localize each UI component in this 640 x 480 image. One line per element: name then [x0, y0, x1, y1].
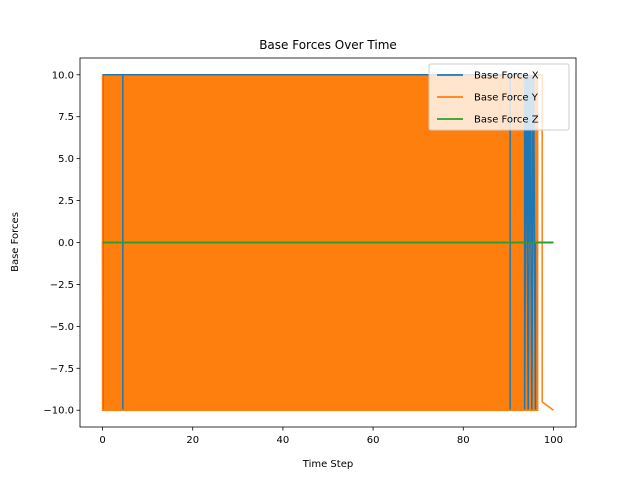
y-tick-label: 5.0 — [58, 154, 74, 165]
x-axis-ticks: 0 20 40 60 80 100 — [99, 427, 563, 446]
legend-label: Base Force Z — [474, 115, 539, 126]
y-tick-label: −7.5 — [50, 364, 74, 375]
legend-label: Base Force X — [474, 71, 539, 82]
chart-title: Base Forces Over Time — [259, 38, 397, 52]
x-axis-title: Time Step — [302, 459, 353, 470]
x-tick-label: 100 — [544, 435, 563, 446]
x-tick-label: 60 — [367, 435, 380, 446]
legend-box — [428, 63, 570, 131]
x-tick-label: 0 — [99, 435, 105, 446]
y-axis-title: Base Forces — [10, 212, 21, 272]
series-group — [101, 74, 554, 411]
series-base-force-x-bar-0 — [526, 74, 530, 243]
x-tick-label: 40 — [277, 435, 290, 446]
y-tick-label: 7.5 — [58, 112, 74, 123]
x-tick-label: 80 — [457, 435, 470, 446]
legend: Base Force X Base Force Y Base Force Z — [428, 63, 570, 131]
x-tick-label: 20 — [186, 435, 199, 446]
plot-area — [79, 57, 577, 428]
y-tick-label: −10.0 — [43, 406, 74, 417]
y-tick-label: −2.5 — [50, 280, 74, 291]
y-tick-label: 0.0 — [58, 238, 74, 249]
y-tick-label: 2.5 — [58, 196, 74, 207]
series-base-force-x-bar-1 — [531, 74, 534, 243]
y-tick-label: −5.0 — [50, 322, 74, 333]
y-axis-ticks: −10.0 −7.5 −5.0 −2.5 0.0 2.5 5.0 7.5 10.0 — [43, 70, 80, 417]
y-tick-label: 10.0 — [52, 70, 74, 81]
legend-label: Base Force Y — [474, 93, 539, 104]
